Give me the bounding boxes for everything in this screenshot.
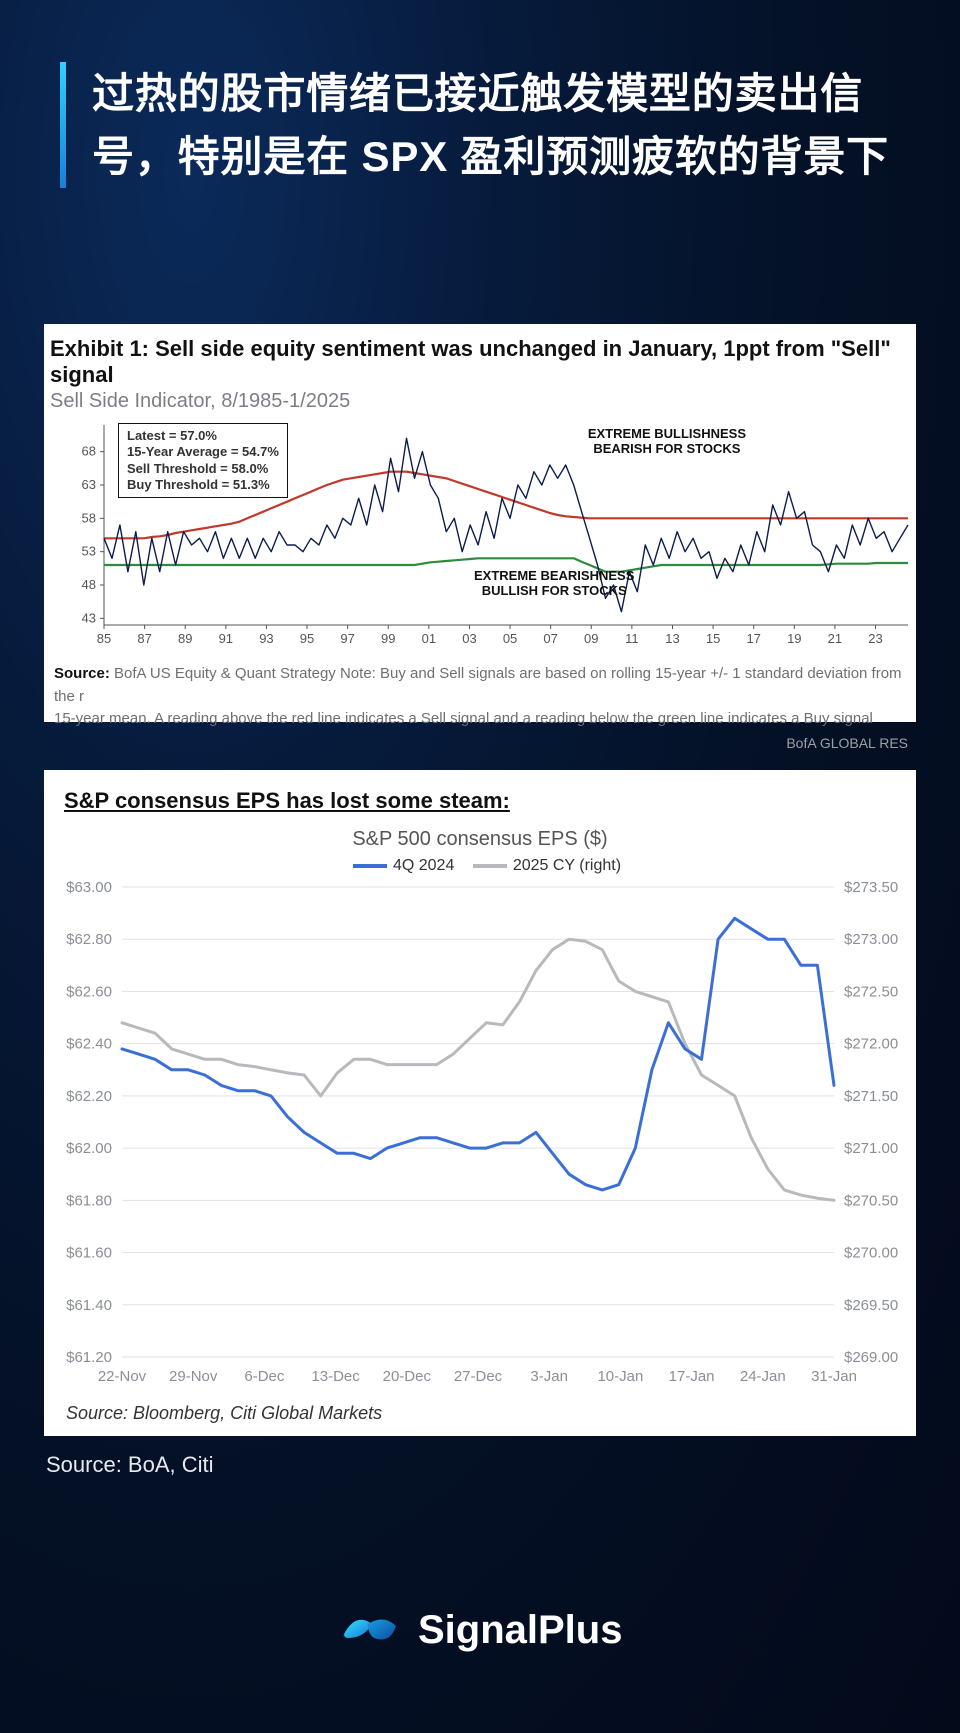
svg-text:24-Jan: 24-Jan xyxy=(740,1368,786,1385)
svg-text:63: 63 xyxy=(82,477,96,492)
svg-text:$270.00: $270.00 xyxy=(844,1245,898,1262)
svg-text:22-Nov: 22-Nov xyxy=(98,1368,147,1385)
svg-text:85: 85 xyxy=(97,631,111,646)
svg-text:97: 97 xyxy=(340,631,354,646)
svg-text:07: 07 xyxy=(543,631,557,646)
chart1-legend-l1: Latest = 57.0% xyxy=(127,428,279,444)
svg-text:27-Dec: 27-Dec xyxy=(454,1368,503,1385)
chart1-panel: Exhibit 1: Sell side equity sentiment wa… xyxy=(44,324,916,722)
chart2-legend-s2: 2025 CY (right) xyxy=(513,857,621,874)
svg-text:$272.50: $272.50 xyxy=(844,983,898,1000)
chart1-legend-l3: Sell Threshold = 58.0% xyxy=(127,461,279,477)
svg-text:15: 15 xyxy=(706,631,720,646)
svg-text:53: 53 xyxy=(82,544,96,559)
svg-text:91: 91 xyxy=(219,631,233,646)
svg-text:10-Jan: 10-Jan xyxy=(597,1368,643,1385)
chart2-legend: 4Q 2024 2025 CY (right) xyxy=(44,851,916,877)
svg-text:48: 48 xyxy=(82,577,96,592)
svg-text:$271.00: $271.00 xyxy=(844,1140,898,1157)
svg-text:17-Jan: 17-Jan xyxy=(669,1368,715,1385)
chart1-ann-bull: EXTREME BULLISHNESSBEARISH FOR STOCKS xyxy=(588,427,746,457)
svg-text:17: 17 xyxy=(746,631,760,646)
chart1-title: Exhibit 1: Sell side equity sentiment wa… xyxy=(44,324,916,388)
svg-text:11: 11 xyxy=(625,631,639,646)
chart2-panel: S&P consensus EPS has lost some steam: S… xyxy=(44,770,916,1436)
svg-text:$63.00: $63.00 xyxy=(66,879,112,896)
chart2-heading: S&P consensus EPS has lost some steam: xyxy=(44,784,916,822)
footer: SignalPlus xyxy=(0,1604,960,1657)
svg-text:3-Jan: 3-Jan xyxy=(530,1368,568,1385)
svg-text:58: 58 xyxy=(82,510,96,525)
chart1-plot: 43 48 53 58 63 68 85 87 89 91 93 95 97 99 01 03 05 07 09 11… xyxy=(44,419,916,653)
svg-text:6-Dec: 6-Dec xyxy=(244,1368,285,1385)
svg-text:99: 99 xyxy=(381,631,395,646)
headline-block: 过热的股市情绪已接近触发模型的卖出信号，特别是在 SPX 盈利预测疲软的背景下 xyxy=(60,62,906,188)
chart1-legend-box: Latest = 57.0% 15-Year Average = 54.7% S… xyxy=(118,423,288,498)
chart2-legend-s1: 4Q 2024 xyxy=(393,857,454,874)
svg-text:68: 68 xyxy=(82,444,96,459)
svg-text:$62.20: $62.20 xyxy=(66,1088,112,1105)
chart2-legend-swatch-1 xyxy=(353,864,387,868)
svg-text:$269.50: $269.50 xyxy=(844,1297,898,1314)
svg-text:93: 93 xyxy=(259,631,273,646)
svg-text:29-Nov: 29-Nov xyxy=(169,1368,218,1385)
svg-text:20-Dec: 20-Dec xyxy=(383,1368,432,1385)
chart1-source-text2: 15-year mean. A reading above the red li… xyxy=(54,710,873,727)
svg-text:87: 87 xyxy=(137,631,151,646)
svg-text:89: 89 xyxy=(178,631,192,646)
svg-text:03: 03 xyxy=(462,631,476,646)
svg-text:$61.20: $61.20 xyxy=(66,1349,112,1366)
svg-text:$62.40: $62.40 xyxy=(66,1036,112,1053)
chart1-source-text: BofA US Equity & Quant Strategy Note: Bu… xyxy=(54,665,902,705)
chart2-plot: $63.00 $273.50 $62.80 $273.00 $62.60 $272.50 $… xyxy=(44,877,916,1397)
svg-text:$271.50: $271.50 xyxy=(844,1088,898,1105)
svg-text:01: 01 xyxy=(422,631,436,646)
brand-name: SignalPlus xyxy=(418,1608,623,1652)
chart1-legend-l2: 15-Year Average = 54.7% xyxy=(127,444,279,460)
chart2-svg: $63.00 $273.50 $62.80 $273.00 $62.60 $272.50 $… xyxy=(44,877,916,1397)
svg-text:13: 13 xyxy=(665,631,679,646)
svg-text:$62.80: $62.80 xyxy=(66,931,112,948)
chart1-source-label: Source: xyxy=(54,665,110,682)
chart1-ann-bear: EXTREME BEARISHNESSBULLISH FOR STOCKS xyxy=(474,569,634,599)
svg-text:09: 09 xyxy=(584,631,598,646)
svg-text:21: 21 xyxy=(828,631,842,646)
svg-text:95: 95 xyxy=(300,631,314,646)
svg-text:$272.00: $272.00 xyxy=(844,1036,898,1053)
svg-text:$273.00: $273.00 xyxy=(844,931,898,948)
svg-text:43: 43 xyxy=(82,610,96,625)
svg-text:$61.80: $61.80 xyxy=(66,1192,112,1209)
svg-text:$61.40: $61.40 xyxy=(66,1297,112,1314)
chart1-legend-l4: Buy Threshold = 51.3% xyxy=(127,477,279,493)
svg-text:19: 19 xyxy=(787,631,801,646)
svg-text:$270.50: $270.50 xyxy=(844,1192,898,1209)
chart2-source: Source: Bloomberg, Citi Global Markets xyxy=(44,1397,916,1434)
outer-source: Source: BoA, Citi xyxy=(46,1452,214,1478)
svg-text:$269.00: $269.00 xyxy=(844,1349,898,1366)
svg-text:$61.60: $61.60 xyxy=(66,1245,112,1262)
svg-text:$273.50: $273.50 xyxy=(844,879,898,896)
chart2-legend-swatch-2 xyxy=(473,864,507,868)
svg-text:13-Dec: 13-Dec xyxy=(311,1368,360,1385)
svg-text:$62.00: $62.00 xyxy=(66,1140,112,1157)
chart1-subtitle: Sell Side Indicator, 8/1985-1/2025 xyxy=(44,388,916,419)
chart1-source: Source: BofA US Equity & Quant Strategy … xyxy=(44,653,916,733)
svg-text:31-Jan: 31-Jan xyxy=(811,1368,857,1385)
brand-logo-icon xyxy=(338,1604,402,1657)
headline-text: 过热的股市情绪已接近触发模型的卖出信号，特别是在 SPX 盈利预测疲软的背景下 xyxy=(92,62,906,188)
svg-text:$62.60: $62.60 xyxy=(66,983,112,1000)
chart1-brand: BofA GLOBAL RES xyxy=(44,733,916,757)
svg-text:05: 05 xyxy=(503,631,517,646)
chart2-title: S&P 500 consensus EPS ($) xyxy=(44,822,916,851)
svg-text:23: 23 xyxy=(868,631,882,646)
